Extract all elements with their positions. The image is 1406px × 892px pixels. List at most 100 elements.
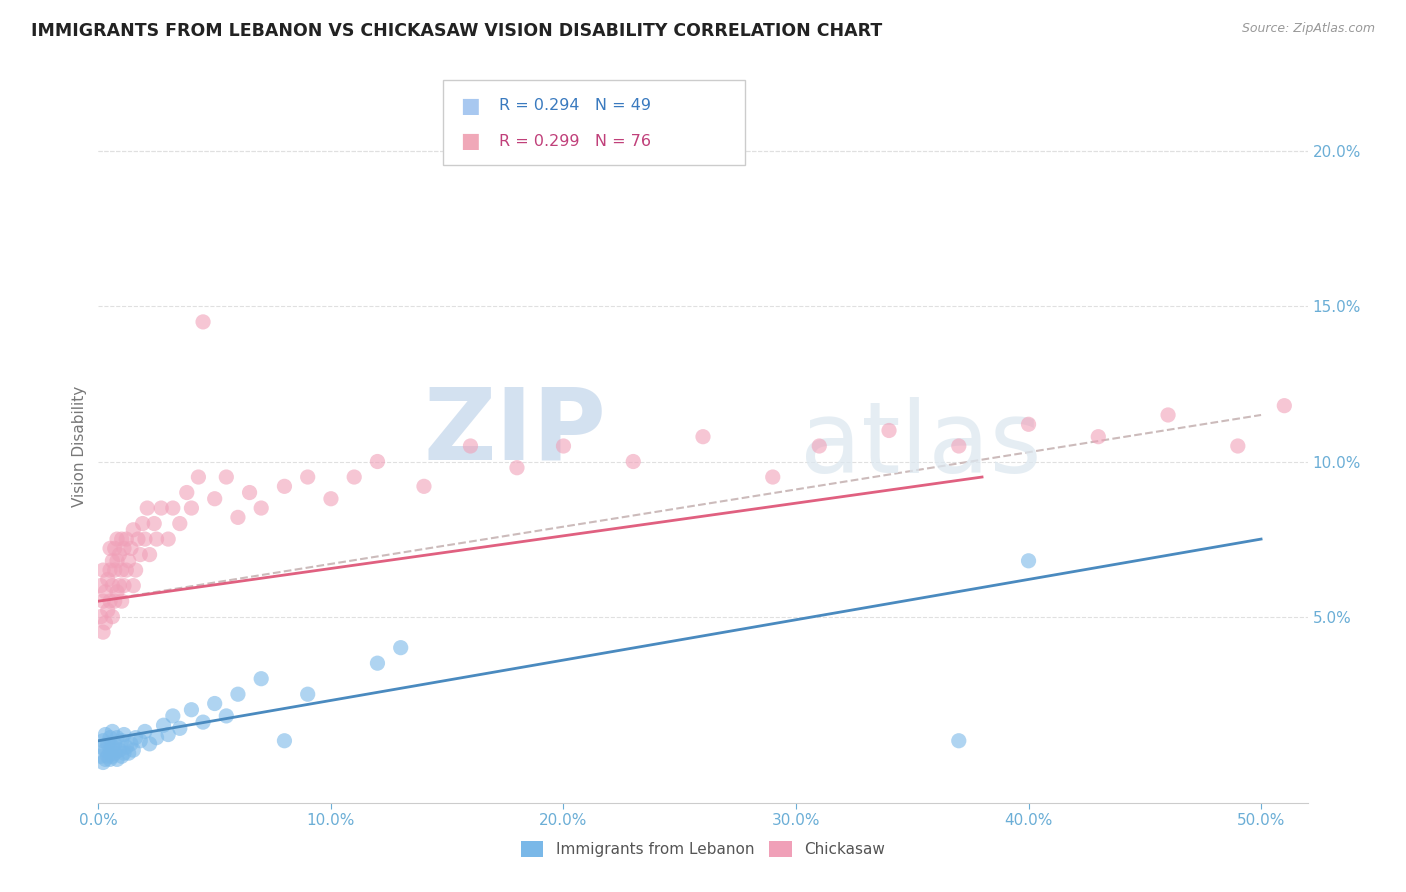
Point (1157, 408, 1180, 422)
Point (239, 485, 262, 500)
Point (94, 743, 117, 757)
Point (111, 749, 134, 764)
Point (226, 687, 249, 701)
Point (553, 439, 575, 453)
Point (762, 470, 785, 484)
Point (104, 563, 127, 577)
Legend: Immigrants from Lebanon, Chickasaw: Immigrants from Lebanon, Chickasaw (515, 835, 891, 863)
Point (1226, 439, 1249, 453)
Point (204, 491, 226, 506)
Point (104, 541, 127, 556)
Point (120, 737, 142, 751)
Point (187, 470, 209, 484)
Point (413, 479, 436, 493)
Point (105, 731, 128, 745)
Point (91, 625, 114, 640)
Point (273, 479, 295, 493)
Point (94, 727, 117, 741)
Point (129, 548, 152, 562)
Point (111, 563, 134, 577)
Point (150, 501, 173, 516)
Text: atlas: atlas (800, 398, 1042, 494)
Point (98, 541, 121, 556)
Point (877, 424, 900, 438)
Point (1018, 554, 1040, 568)
Point (145, 532, 167, 546)
Point (105, 584, 128, 599)
Point (297, 687, 319, 701)
Point (98, 563, 121, 577)
Point (90, 749, 112, 764)
Point (101, 554, 124, 568)
Point (94, 615, 117, 630)
Point (948, 439, 970, 453)
Point (169, 516, 191, 531)
Point (91, 563, 114, 577)
Point (112, 746, 135, 760)
Point (108, 743, 131, 757)
Point (215, 470, 238, 484)
Text: ■: ■ (460, 95, 479, 116)
Point (191, 315, 214, 329)
Text: R = 0.294   N = 49: R = 0.294 N = 49 (499, 98, 651, 113)
Point (134, 532, 156, 546)
Point (108, 579, 131, 593)
Point (101, 579, 124, 593)
Point (215, 709, 238, 723)
Point (98, 752, 121, 766)
Point (1087, 430, 1109, 444)
Point (162, 501, 184, 516)
Point (91, 594, 114, 608)
Point (191, 715, 214, 730)
Point (112, 541, 135, 556)
Point (124, 731, 146, 745)
Point (122, 523, 145, 537)
Point (122, 579, 145, 593)
Point (111, 594, 134, 608)
Point (111, 532, 134, 546)
Point (90, 609, 112, 624)
Point (104, 594, 127, 608)
Point (162, 709, 184, 723)
Point (1018, 417, 1040, 432)
Point (94, 584, 117, 599)
Point (101, 724, 124, 739)
Point (98, 743, 121, 757)
Point (366, 454, 388, 468)
Point (105, 554, 128, 568)
Point (118, 554, 141, 568)
Point (138, 548, 160, 562)
Point (136, 501, 159, 516)
Point (319, 491, 342, 506)
Point (180, 501, 202, 516)
Text: R = 0.299   N = 76: R = 0.299 N = 76 (499, 134, 651, 149)
Point (105, 752, 128, 766)
Point (226, 510, 249, 524)
Point (145, 731, 167, 745)
Point (111, 733, 134, 747)
Point (90, 579, 112, 593)
Point (97, 603, 120, 617)
Point (105, 532, 128, 546)
Text: Source: ZipAtlas.com: Source: ZipAtlas.com (1241, 22, 1375, 36)
Point (152, 718, 174, 732)
Point (389, 640, 412, 655)
Point (98, 731, 121, 745)
Point (120, 541, 142, 556)
Point (180, 703, 202, 717)
Point (112, 579, 135, 593)
Point (948, 733, 970, 747)
Point (157, 727, 180, 741)
Point (808, 439, 831, 453)
Point (366, 656, 388, 670)
Point (94, 752, 117, 766)
Point (108, 548, 131, 562)
Point (91, 733, 114, 747)
Point (138, 737, 160, 751)
Point (204, 697, 226, 711)
Point (134, 724, 156, 739)
Point (129, 733, 152, 747)
Point (115, 532, 138, 546)
Point (101, 749, 124, 764)
Point (104, 746, 127, 760)
